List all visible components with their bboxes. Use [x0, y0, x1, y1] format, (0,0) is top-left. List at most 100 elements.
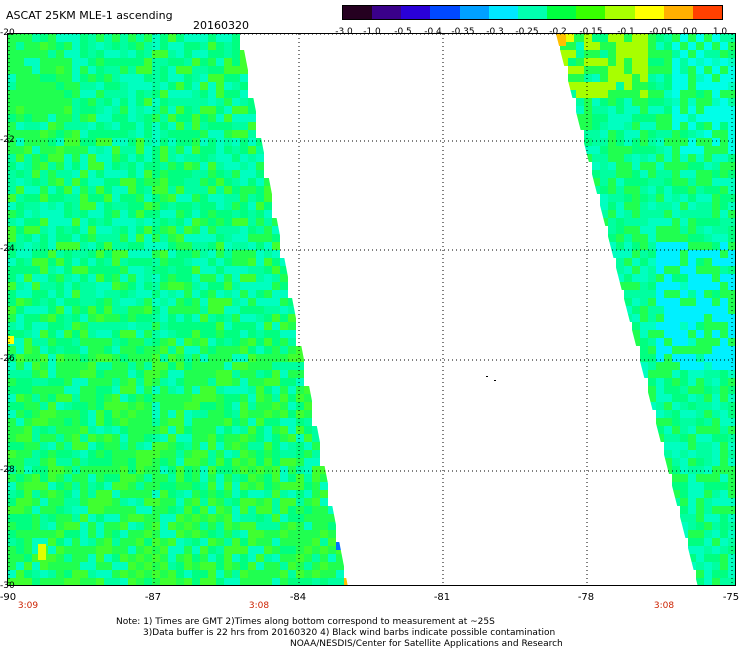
swath-cell	[616, 202, 624, 210]
swath-cell	[680, 82, 688, 90]
swath-cell	[280, 410, 288, 418]
swath-cell	[32, 154, 40, 162]
swath-cell	[16, 530, 24, 538]
swath-cell	[80, 330, 88, 338]
swath-cell	[232, 274, 240, 282]
swath-cell	[696, 274, 704, 282]
swath-cell	[176, 418, 184, 426]
swath-cell	[296, 474, 304, 482]
swath-cell	[48, 122, 56, 130]
swath-cell	[160, 354, 168, 362]
swath-cell	[112, 370, 120, 378]
swath-cell	[664, 218, 672, 226]
swath-cell	[704, 346, 712, 354]
swath-cell	[240, 114, 248, 122]
measurement-time-label: 3:08	[653, 601, 675, 611]
swath-cell	[688, 418, 696, 426]
swath-cell	[584, 114, 592, 122]
swath-cell	[184, 450, 192, 458]
swath-cell	[144, 234, 152, 242]
swath-cell	[664, 90, 672, 98]
swath-cell	[16, 138, 24, 146]
swath-cell	[184, 562, 192, 570]
swath-cell	[272, 442, 280, 450]
swath-cell	[632, 242, 640, 250]
swath-cell	[136, 314, 144, 322]
swath-cell	[224, 122, 232, 130]
swath-cell	[296, 570, 304, 578]
swath-cell	[272, 410, 280, 418]
swath-cell	[96, 202, 104, 210]
swath-cell	[176, 74, 184, 82]
swath-cell	[632, 306, 640, 314]
swath-cell	[184, 242, 192, 250]
swath-cell	[104, 498, 112, 506]
swath-cell	[232, 546, 240, 554]
swath-cell	[224, 194, 232, 202]
swath-cell	[104, 306, 112, 314]
swath-cell	[120, 314, 128, 322]
swath-cell	[56, 514, 64, 522]
swath-cell	[664, 450, 672, 458]
swath-cell	[40, 354, 48, 362]
swath-cell	[120, 74, 128, 82]
swath-cell	[256, 178, 264, 186]
color-scale-tick-label: -3.0	[335, 27, 353, 37]
swath-cell	[80, 194, 88, 202]
swath-cell	[288, 418, 296, 426]
swath-cell	[8, 66, 16, 74]
swath-cell	[32, 298, 40, 306]
swath-cell	[168, 442, 176, 450]
swath-cell	[104, 154, 112, 162]
swath-cell	[232, 530, 240, 538]
swath-cell	[40, 458, 48, 466]
swath-cell	[72, 290, 80, 298]
swath-cell	[112, 522, 120, 530]
swath-cell	[664, 250, 672, 258]
swath-cell	[248, 146, 256, 154]
swath-cell	[96, 106, 104, 114]
swath-cell	[120, 298, 128, 306]
swath-cell	[232, 210, 240, 218]
swath-cell	[24, 162, 32, 170]
swath-cell	[24, 34, 32, 42]
swath-cell	[208, 378, 216, 386]
swath-cell	[184, 250, 192, 258]
swath-cell	[584, 50, 592, 58]
swath-cell	[8, 394, 16, 402]
swath-cell	[232, 138, 240, 146]
swath-cell	[88, 154, 96, 162]
swath-cell	[272, 226, 280, 234]
swath-cell	[272, 562, 280, 570]
color-scale-tick-label: -0.25	[515, 27, 539, 37]
swath-cell	[200, 522, 208, 530]
swath-cell	[120, 234, 128, 242]
swath-cell	[40, 506, 48, 514]
swath-cell	[40, 538, 48, 546]
swath-cell	[192, 122, 200, 130]
swath-cell	[104, 522, 112, 530]
swath-cell	[24, 338, 32, 346]
swath-cell	[248, 442, 256, 450]
swath-cell	[160, 570, 168, 578]
swath-cell	[624, 234, 632, 242]
swath-cell	[600, 66, 608, 74]
swath-cell	[240, 162, 248, 170]
swath-cell	[640, 314, 648, 322]
swath-cell	[136, 578, 144, 585]
swath-cell	[704, 170, 712, 178]
swath-cell	[184, 514, 192, 522]
swath-cell	[656, 218, 664, 226]
swath-cell	[32, 74, 40, 82]
swath-cell	[672, 306, 680, 314]
swath-cell	[632, 162, 640, 170]
swath-cell	[64, 370, 72, 378]
swath-cell	[64, 106, 72, 114]
swath-cell	[152, 330, 160, 338]
swath-cell	[144, 34, 152, 42]
swath-cell	[280, 330, 288, 338]
swath-cell	[160, 130, 168, 138]
swath-cell	[24, 330, 32, 338]
latitude-label: -24	[0, 244, 15, 254]
swath-cell	[672, 290, 680, 298]
